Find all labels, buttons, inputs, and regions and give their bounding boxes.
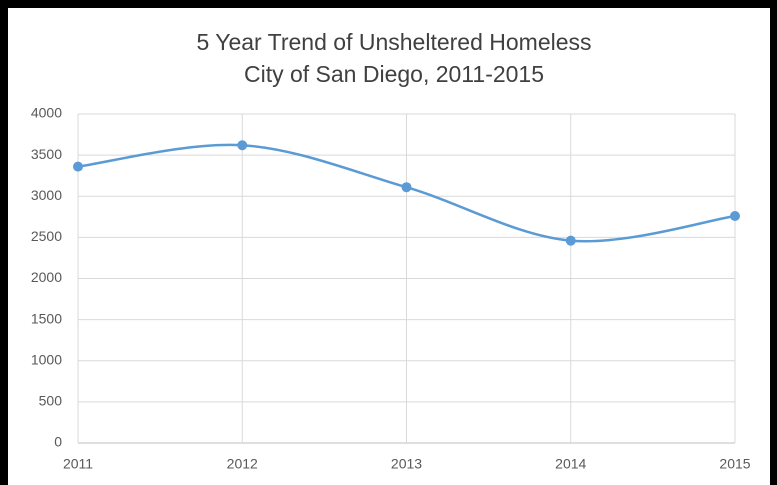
y-tick-label: 3500 <box>31 146 62 162</box>
marker <box>237 140 248 151</box>
x-tick-label: 2011 <box>63 456 93 472</box>
marker <box>401 182 412 193</box>
chart-subtitle: City of San Diego, 2011-2015 <box>244 61 544 87</box>
y-tick-label: 500 <box>39 393 63 409</box>
y-tick-label: 1500 <box>31 310 62 326</box>
marker <box>565 235 576 246</box>
x-tick-label: 2012 <box>227 456 258 472</box>
y-tick-label: 2000 <box>31 269 62 285</box>
chart-title: 5 Year Trend of Unsheltered Homeless <box>196 29 591 55</box>
chart-area <box>8 8 770 485</box>
y-tick-label: 3000 <box>31 187 62 203</box>
y-tick-label: 0 <box>54 434 62 450</box>
y-tick-label: 2500 <box>31 228 62 244</box>
marker <box>73 161 83 172</box>
x-tick-label: 2013 <box>391 456 422 472</box>
marker <box>730 210 740 221</box>
y-tick-label: 1000 <box>31 351 62 367</box>
x-tick-label: 2014 <box>555 456 586 472</box>
x-tick-label: 2015 <box>719 456 750 472</box>
y-tick-label: 4000 <box>31 105 62 121</box>
